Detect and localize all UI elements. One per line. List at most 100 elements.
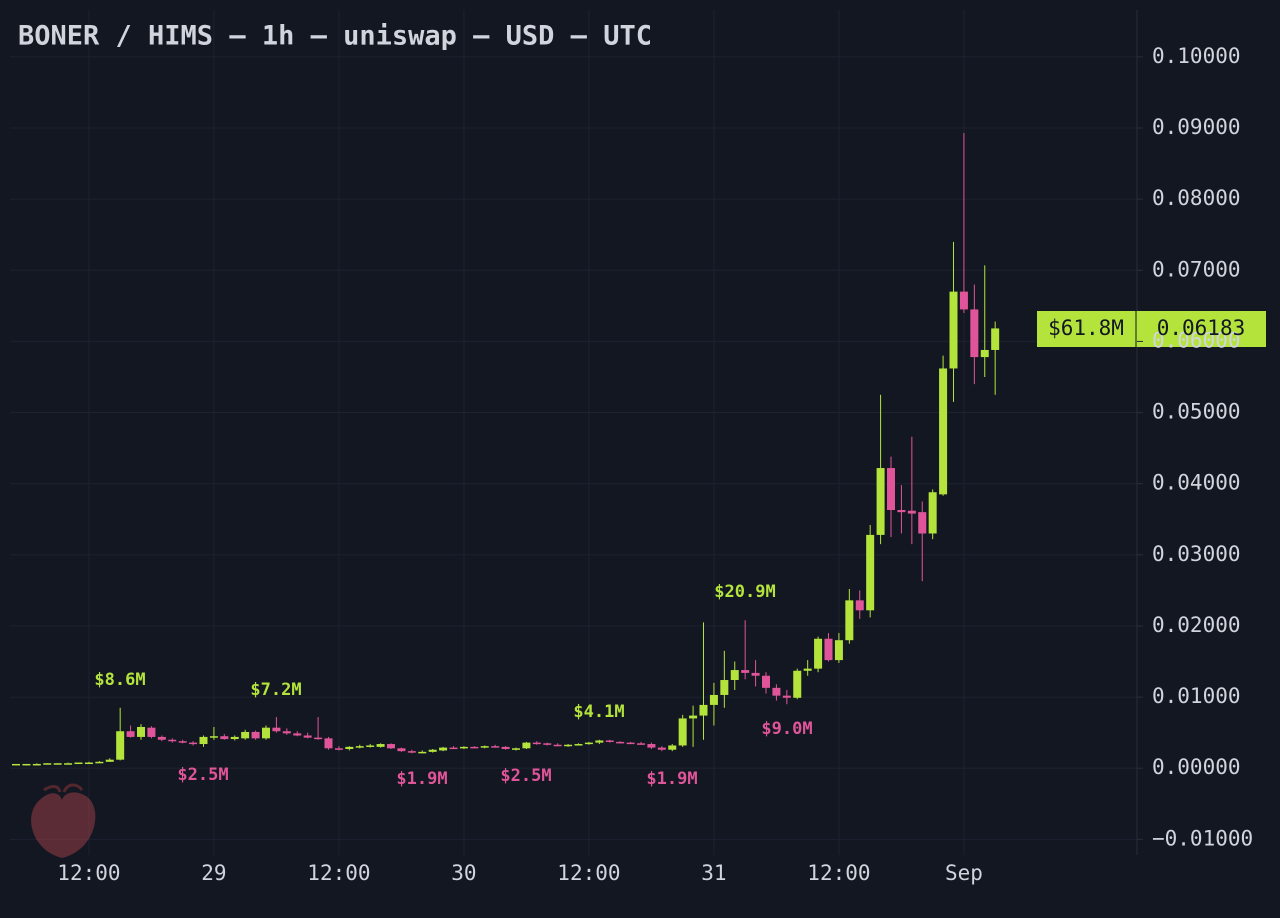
- candle-body: [532, 742, 541, 745]
- volume-annotation: $2.5M: [177, 765, 228, 785]
- y-tick-label: 0.09000: [1152, 115, 1241, 139]
- candle-body: [918, 512, 927, 534]
- candle-body: [366, 745, 375, 747]
- candle-body: [939, 368, 948, 495]
- x-tick-label: 31: [701, 861, 726, 885]
- x-tick-label: Sep: [945, 861, 983, 885]
- y-tick-label: 0.07000: [1152, 257, 1241, 281]
- candle-body: [866, 534, 875, 611]
- candle-body: [105, 759, 114, 762]
- candle-body: [824, 638, 833, 661]
- candle-body: [12, 763, 20, 766]
- candle-body: [178, 741, 187, 743]
- candle-body: [512, 748, 521, 750]
- candle-body: [501, 746, 510, 750]
- candle-body: [657, 747, 666, 750]
- x-tick-label: 12:00: [557, 861, 620, 885]
- candle-body: [772, 687, 781, 696]
- candle-body: [970, 309, 979, 358]
- candle-body: [95, 761, 104, 764]
- candle-body: [43, 763, 52, 765]
- candle-body: [32, 763, 41, 766]
- candle-body: [293, 733, 302, 736]
- candle-body: [668, 745, 677, 750]
- candle-body: [637, 743, 646, 745]
- candle-body: [303, 735, 312, 738]
- candle-body: [803, 668, 812, 671]
- candle-body: [845, 600, 854, 641]
- candle-body: [189, 742, 198, 745]
- candle-body: [762, 675, 771, 688]
- candle-body: [616, 741, 625, 744]
- x-tick-label: 29: [201, 861, 226, 885]
- candle-body: [564, 744, 573, 747]
- last-price-box: [1037, 311, 1266, 347]
- candle-body: [574, 744, 583, 746]
- candle-body: [376, 744, 385, 747]
- candle-body: [407, 751, 416, 753]
- candle-body: [720, 680, 729, 695]
- candle-body: [116, 731, 125, 760]
- y-tick-label: 0.10000: [1152, 44, 1241, 68]
- market-cap-label: $61.8M: [1048, 316, 1124, 340]
- volume-annotation: $4.1M: [573, 702, 624, 722]
- candle-body: [355, 746, 364, 748]
- candle-body: [272, 727, 281, 732]
- candle-body: [522, 742, 531, 749]
- candle-body: [53, 763, 62, 765]
- candle-body: [74, 762, 83, 765]
- candle-body: [397, 748, 406, 752]
- candle-body: [595, 740, 604, 743]
- candle-body: [543, 743, 552, 745]
- candle-body: [605, 740, 614, 742]
- volume-annotation: $8.6M: [94, 670, 145, 690]
- candle-body: [209, 736, 218, 738]
- candle-body: [262, 727, 271, 739]
- candle-body: [782, 695, 791, 698]
- candle-body: [314, 737, 323, 740]
- candle-body: [334, 748, 343, 750]
- candle-body: [959, 291, 968, 310]
- candle-body: [897, 510, 906, 513]
- candle-body: [699, 704, 708, 716]
- candle-body: [230, 736, 239, 740]
- candle-body: [814, 638, 823, 669]
- candle-body: [980, 349, 989, 358]
- last-price-label: 0.06183: [1157, 316, 1246, 340]
- candle-body: [387, 744, 396, 749]
- candle-body: [22, 763, 31, 766]
- candle-body: [199, 736, 208, 745]
- x-tick-label: 12:00: [57, 861, 120, 885]
- candle-body: [991, 328, 1000, 350]
- y-tick-label: 0.06000: [1152, 328, 1241, 352]
- candle-body: [730, 670, 739, 681]
- y-tick-label: 0.03000: [1152, 542, 1241, 566]
- candle-body: [741, 670, 750, 673]
- candle-body: [887, 468, 896, 511]
- candle-body: [439, 747, 448, 751]
- volume-annotation: $2.5M: [500, 766, 551, 786]
- volume-annotation: $1.9M: [396, 769, 447, 789]
- candle-body: [949, 291, 958, 369]
- y-tick-label: 0.04000: [1152, 471, 1241, 495]
- candle-body: [282, 731, 291, 734]
- candle-body: [449, 747, 458, 750]
- candle-body: [689, 715, 698, 719]
- volume-annotation: $7.2M: [250, 680, 301, 700]
- candle-body: [876, 468, 885, 535]
- candle-body: [751, 672, 760, 676]
- candle-body: [168, 739, 177, 742]
- grid: [10, 10, 1137, 855]
- candle-body: [584, 742, 593, 745]
- chart-title: BONER / HIMS — 1h — uniswap — USD — UTC: [18, 21, 652, 52]
- candle-body: [241, 731, 250, 739]
- y-tick-label: 0.02000: [1152, 613, 1241, 637]
- volume-annotation: $1.9M: [646, 769, 697, 789]
- candle-body: [834, 640, 843, 661]
- y-tick-label: −0.01000: [1152, 826, 1253, 850]
- candle-body: [428, 749, 437, 752]
- y-tick-label: 0.01000: [1152, 684, 1241, 708]
